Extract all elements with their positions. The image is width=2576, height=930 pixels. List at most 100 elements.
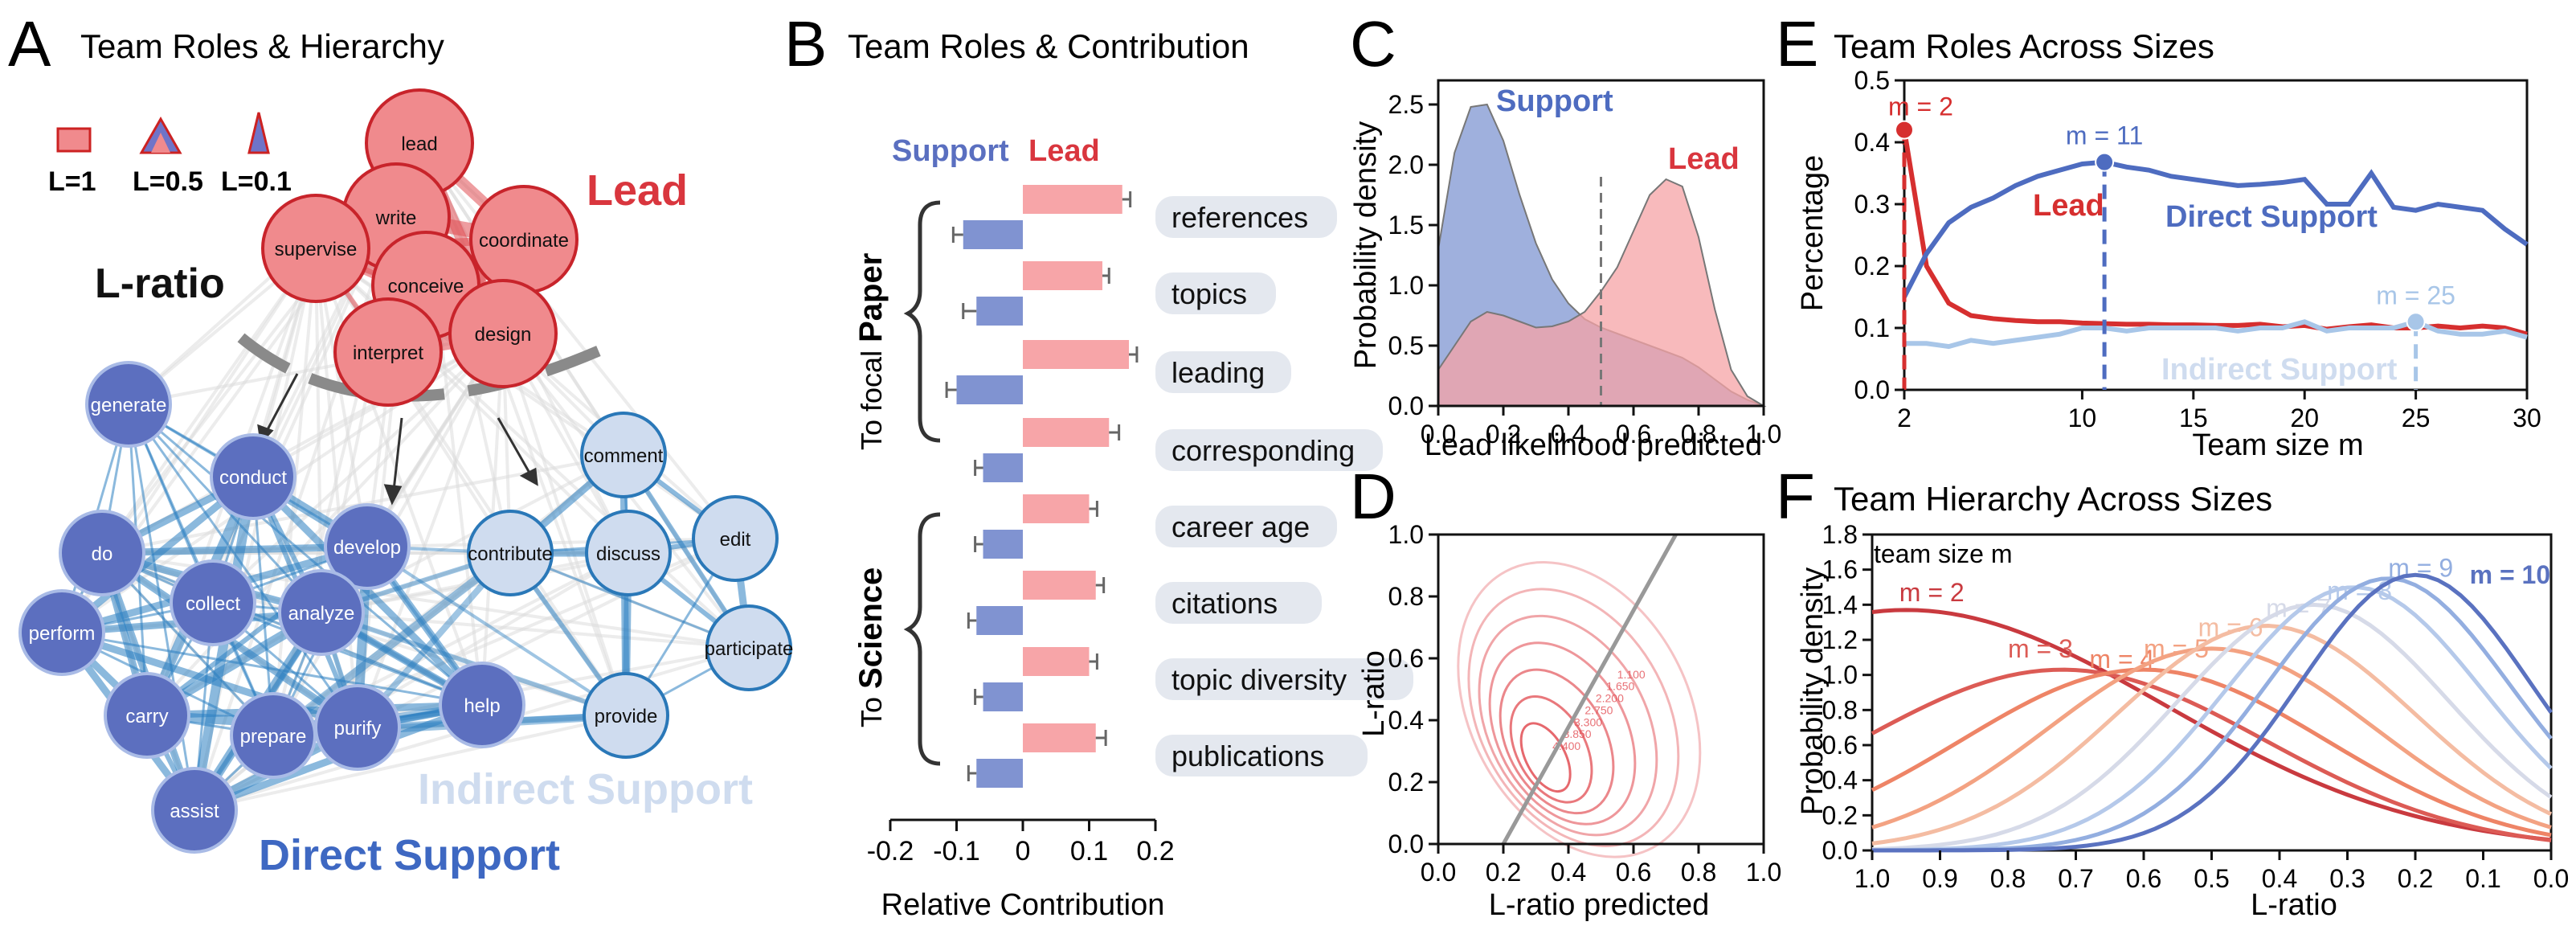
- panel-b-bars: references topics leading corresponding care…: [945, 185, 1413, 788]
- legend-l1-glyph: [56, 127, 92, 153]
- node-analyze: analyze: [278, 569, 365, 656]
- panel-f-ylabel: Probability density: [1796, 567, 1830, 815]
- x-tick-label: 10: [2068, 404, 2097, 432]
- node-design: design: [448, 279, 558, 388]
- node-circle: [278, 569, 365, 656]
- node-develop: develop: [324, 503, 411, 590]
- node-participate: participate: [705, 604, 793, 691]
- background-edge: [194, 714, 627, 812]
- bar-support: [983, 530, 1023, 559]
- node-circle: [467, 510, 554, 596]
- category-pill: [1155, 429, 1383, 471]
- x-tick-label: 0.2: [1486, 858, 1521, 887]
- network-edge: [366, 545, 628, 717]
- y-tick-label: 0.0: [1822, 836, 1858, 865]
- category-pill: [1155, 351, 1291, 393]
- node-circle: [585, 510, 672, 596]
- node-perform: perform: [18, 589, 105, 676]
- node-do: do: [59, 510, 145, 596]
- node-label: prepare: [240, 726, 307, 748]
- x-tick-label: 0: [1016, 836, 1031, 866]
- series-label-m-10: m = 10: [2470, 560, 2551, 589]
- panel-c-xlabel: Lead likelihood predicted: [1425, 428, 1762, 462]
- bar-lead: [1023, 418, 1110, 447]
- category-label-references: references: [1171, 201, 1308, 234]
- node-circle: [18, 589, 105, 676]
- node-circle: [104, 672, 190, 759]
- category-pill: [1155, 658, 1413, 700]
- brace-science: [903, 512, 941, 766]
- legend-l05-inner: [151, 133, 170, 153]
- node-circle: [580, 412, 667, 498]
- panel-b-braces: [903, 200, 941, 766]
- node-circle: [314, 684, 401, 771]
- density-contour: [1519, 722, 1572, 793]
- x-tick-label: 2: [1897, 404, 1912, 432]
- x-tick-label: 0.6: [2126, 864, 2161, 893]
- node-circle: [692, 495, 779, 582]
- node-label: coordinate: [479, 230, 569, 252]
- x-tick-label: -0.2: [867, 836, 914, 866]
- category-label-publications: publications: [1171, 739, 1324, 772]
- bar-support: [976, 297, 1023, 326]
- panel-b-x-axis: -0.2 -0.1 0 0.1 0.2: [867, 818, 1175, 866]
- x-tick-label: 1.0: [1746, 858, 1781, 887]
- x-tick-label: 0.0: [2533, 864, 2569, 893]
- c-lead-label: Lead: [1668, 142, 1740, 176]
- background-edge: [501, 333, 628, 716]
- node-label: assist: [170, 801, 219, 822]
- node-label: lead: [401, 133, 437, 155]
- x-tick-label: 0.1: [1070, 836, 1108, 866]
- node-label: conceive: [388, 276, 464, 297]
- category-label-citations: citations: [1171, 587, 1278, 620]
- panel-f-letter: F: [1776, 461, 1815, 532]
- x-tick-label: 0.2: [1136, 836, 1174, 866]
- node-label: design: [475, 324, 532, 346]
- category-pill: [1155, 735, 1368, 776]
- y-tick-label: 0.3: [1854, 190, 1890, 219]
- density-contour: [1488, 641, 1637, 826]
- network-edge: [101, 543, 368, 557]
- x-tick-label: 0.6: [1616, 420, 1651, 449]
- y-tick-label: 0.1: [1854, 313, 1890, 342]
- network-edge: [270, 550, 513, 739]
- x-tick-label: 25: [2402, 404, 2431, 432]
- node-circle: [59, 510, 145, 596]
- bar-lead: [1023, 261, 1102, 290]
- bar-lead: [1023, 185, 1122, 214]
- bar-lead: [1023, 723, 1096, 752]
- node-circle: [324, 503, 411, 590]
- node-purify: purify: [314, 684, 401, 771]
- arrow-to-indirect: [497, 417, 532, 475]
- y-tick-label: 1.2: [1822, 625, 1858, 654]
- y-tick-label: 0.0: [1388, 391, 1424, 420]
- x-tick-label: 0.1: [2465, 864, 2500, 893]
- panel-c-plot: 0.0 0.2 0.4 0.6 0.8 1.0 0.0 0.5 1.0 1.5 2.0 2.5: [1388, 79, 1781, 449]
- bar-support: [976, 759, 1023, 788]
- contour-label: 1.100: [1617, 668, 1646, 681]
- y-tick-label: 1.0: [1388, 520, 1424, 549]
- network-edge: [61, 631, 483, 707]
- marker-point: [1895, 120, 1914, 140]
- curve-m-8: [1871, 585, 2553, 853]
- y-tick-label: 0.6: [1822, 731, 1858, 760]
- contour-label: 1.650: [1606, 680, 1634, 693]
- category-label-corresponding: corresponding: [1171, 434, 1355, 467]
- category-pill: [1155, 272, 1276, 314]
- density-contour: [1457, 561, 1702, 858]
- bar-lead: [1023, 494, 1090, 523]
- panel-f-xlabel: L-ratio: [2251, 888, 2337, 922]
- panel-b-xlabel: Relative Contribution: [881, 888, 1165, 922]
- panel-c-letter: C: [1350, 8, 1396, 80]
- marker-point: [2095, 152, 2115, 172]
- panel-b: B Team Roles & Contribution Support Lead…: [784, 8, 1413, 922]
- marker-label: m = 25: [2376, 281, 2455, 309]
- legend-l05-label: L=0.5: [133, 166, 203, 197]
- node-label: conduct: [219, 467, 287, 489]
- node-circle: [85, 361, 172, 448]
- series-label-m-2: m = 2: [1899, 578, 1965, 607]
- panel-e-title: Team Roles Across Sizes: [1834, 27, 2214, 65]
- bar-support: [976, 606, 1023, 635]
